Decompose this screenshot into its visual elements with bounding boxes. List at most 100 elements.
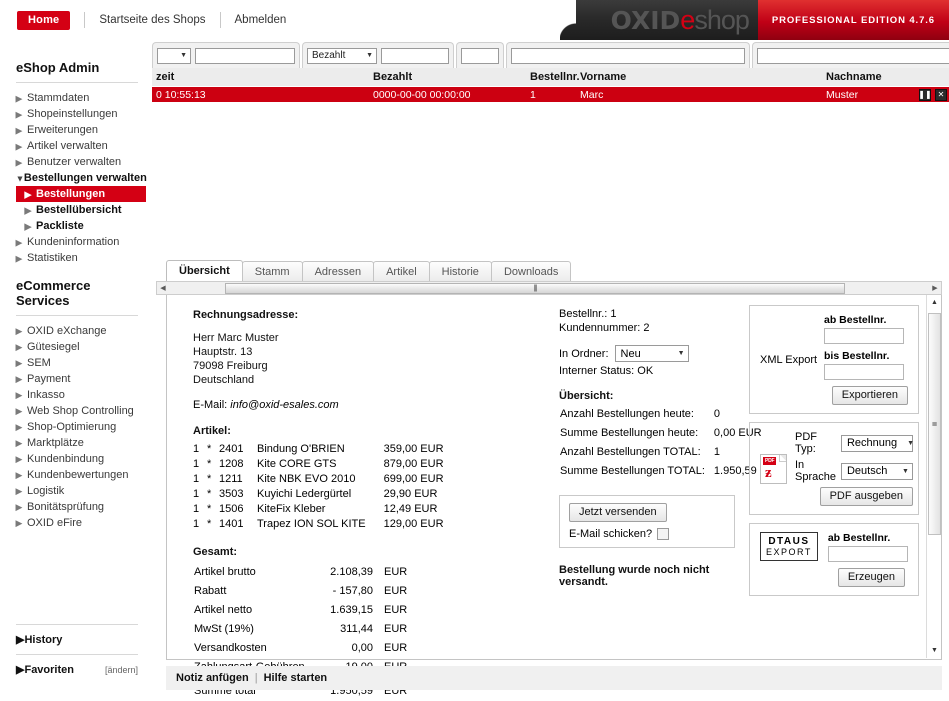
pdf-language-select[interactable]: Deutsch ▼ (840, 462, 913, 480)
tab-historie[interactable]: Historie (428, 261, 492, 282)
tab-adressen[interactable]: Adressen (301, 261, 375, 282)
sidebar-item-bestellungen[interactable]: ▶ Bestellungen (16, 186, 146, 202)
article-star: * (207, 518, 212, 530)
column-header-datetime[interactable]: zeit (156, 71, 175, 83)
sidebar-item-bestelluebersicht[interactable]: ▶ Bestellübersicht (24, 202, 138, 218)
totals-currency: EUR (384, 585, 408, 597)
pdf-output-button[interactable]: PDF ausgeben (819, 487, 913, 506)
sidebar-item-benutzer-verwalten[interactable]: ▶ Benutzer verwalten (15, 154, 138, 170)
article-price: 129,00 EUR (383, 518, 444, 530)
sidebar-item-kundenbindung[interactable]: ▶ Kundenbindung (15, 451, 138, 467)
sidebar-item-artikel-verwalten[interactable]: ▶ Artikel verwalten (15, 138, 138, 154)
sidebar-bottom: ▶ History ▶ Favoriten [ändern] (0, 616, 152, 676)
filter-cell-datetime: ▼ (152, 42, 300, 68)
close-icon[interactable]: ✕ (935, 88, 947, 101)
stats-key: Anzahl Bestellungen TOTAL: (560, 446, 701, 458)
edition-badge: PROFESSIONAL EDITION 4.7.6 (757, 0, 949, 40)
filter-paid-input[interactable] (381, 47, 449, 64)
xml-from-input[interactable] (824, 328, 904, 344)
tab-stamm[interactable]: Stamm (241, 261, 303, 282)
totals-key: Artikel netto (194, 604, 253, 616)
filter-datetime-select[interactable]: ▼ (157, 47, 191, 64)
filter-firstname-input[interactable] (511, 47, 745, 64)
sidebar-item-favoriten[interactable]: ▶ Favoriten [ändern] (16, 663, 138, 677)
article-title: Trapez ION SOL KITE (257, 518, 366, 530)
scroll-down-arrow-icon[interactable]: ▼ (931, 647, 938, 654)
chevron-right-icon: ▶ (16, 664, 25, 676)
xml-to-input[interactable] (824, 364, 904, 380)
horizontal-scrollbar[interactable]: ◀ ||| ▶ (156, 281, 942, 295)
filter-lastname-input[interactable] (757, 47, 949, 64)
tab-uebersicht[interactable]: Übersicht (166, 260, 243, 282)
sidebar-item-kundeninformation[interactable]: ▶ Kundeninformation (15, 234, 138, 250)
sidebar-item-shop-optimierung[interactable]: ▶ Shop-Optimierung (15, 419, 138, 435)
chevron-right-icon: ▶ (15, 470, 23, 480)
dtaus-generate-button[interactable]: Erzeugen (837, 568, 905, 587)
tab-downloads[interactable]: Downloads (490, 261, 572, 282)
tab-artikel[interactable]: Artikel (373, 261, 430, 282)
sidebar-item-web-shop-controlling[interactable]: ▶ Web Shop Controlling (15, 403, 138, 419)
scroll-up-arrow-icon[interactable]: ▲ (931, 299, 938, 306)
send-email-checkbox[interactable] (657, 528, 670, 540)
folder-select[interactable]: Neu ▼ (614, 345, 689, 362)
filter-ordernr-input[interactable] (461, 47, 499, 64)
billing-address-heading: Rechnungsadresse: (193, 309, 299, 321)
sidebar-item-erweiterungen[interactable]: ▶ Erweiterungen (15, 122, 138, 138)
dtaus-from-input[interactable] (827, 546, 908, 562)
send-now-button[interactable]: Jetzt versenden (569, 503, 667, 522)
filter-datetime-input[interactable] (195, 47, 295, 64)
scroll-right-arrow-icon[interactable]: ▶ (932, 285, 938, 292)
chevron-right-icon: ▶ (15, 390, 23, 400)
sidebar-item-guetesiegel[interactable]: ▶ Gütesiegel (15, 339, 138, 355)
sidebar-item-packliste[interactable]: ▶ Packliste (24, 218, 138, 234)
logout-link[interactable]: Abmelden (234, 14, 287, 26)
sidebar-item-marktplaetze[interactable]: ▶ Marktplätze (15, 435, 138, 451)
sidebar-item-bonitaetspruefung[interactable]: ▶ Bonitätsprüfung (15, 499, 138, 515)
article-star: * (207, 488, 212, 500)
horizontal-scrollbar-thumb[interactable]: ||| (225, 283, 845, 294)
sidebar-item-history[interactable]: ▶ History (16, 633, 138, 647)
article-title: Kite CORE GTS (257, 458, 337, 470)
sidebar-item-oxid-efire[interactable]: ▶ OXID eFire (15, 515, 138, 531)
sidebar-item-inkasso[interactable]: ▶ Inkasso (15, 387, 138, 403)
sidebar-item-stammdaten[interactable]: ▶ Stammdaten (15, 90, 138, 106)
totals-value: 311,44 (340, 623, 373, 635)
vertical-scrollbar-thumb[interactable]: ≣ (928, 313, 941, 535)
start-help-link[interactable]: Hilfe starten (263, 672, 328, 684)
pdf-type-select[interactable]: Rechnung ▼ (840, 434, 914, 452)
chevron-right-icon: ▶ (15, 141, 23, 151)
sidebar-item-sem[interactable]: ▶ SEM (15, 355, 138, 371)
shop-startpage-link[interactable]: Startseite des Shops (99, 14, 206, 26)
chevron-right-icon: ▶ (15, 237, 23, 247)
sidebar-item-kundenbewertungen[interactable]: ▶ Kundenbewertungen (15, 467, 138, 483)
scroll-left-arrow-icon[interactable]: ◀ (160, 285, 166, 292)
favorites-edit-link[interactable]: [ändern] (104, 664, 138, 675)
add-note-link[interactable]: Notiz anfügen (176, 672, 249, 684)
column-header-lastname[interactable]: Nachname (826, 71, 882, 83)
vertical-scrollbar[interactable]: ▲ ≣ ▼ (926, 295, 941, 658)
sidebar-item-statistiken[interactable]: ▶ Statistiken (15, 250, 138, 266)
column-header-firstname[interactable]: Vorname (580, 71, 627, 83)
pdf-language-value: Deutsch (846, 465, 888, 477)
sidebar-item-shopeinstellungen[interactable]: ▶ Shopeinstellungen (15, 106, 138, 122)
chevron-right-icon: ▶ (15, 326, 23, 336)
sidebar-item-payment[interactable]: ▶ Payment (15, 371, 138, 387)
chevron-right-icon: ▶ (15, 93, 23, 103)
pause-icon[interactable]: ❚❚ (918, 88, 932, 101)
order-list-row-selected[interactable]: 0 10:55:13 0000-00-00 00:00:00 1 Marc Mu… (152, 87, 949, 102)
xml-export-button[interactable]: Exportieren (831, 386, 908, 405)
column-header-ordernr[interactable]: Bestellnr. (530, 71, 580, 83)
totals-key: Versandkosten (194, 642, 267, 654)
sidebar: eShop Admin ▶ Stammdaten ▶ Shopeinstellu… (0, 40, 152, 682)
sidebar-item-oxid-exchange[interactable]: ▶ OXID eXchange (15, 323, 138, 339)
sidebar-item-logistik[interactable]: ▶ Logistik (15, 483, 138, 499)
sidebar-item-label: Kundenbindung (27, 453, 105, 465)
email-value[interactable]: info@oxid-esales.com (230, 399, 339, 411)
page-fold-icon (779, 454, 786, 462)
sidebar-item-bestellungen-verwalten[interactable]: ▼ Bestellungen verwalten (16, 170, 147, 186)
cell-ordernr: 1 (530, 88, 536, 101)
sidebar-heading-admin: eShop Admin (16, 60, 100, 75)
column-header-paid[interactable]: Bezahlt (373, 71, 413, 83)
home-button[interactable]: Home (17, 10, 71, 30)
filter-paid-select[interactable]: Bezahlt ▼ (307, 47, 377, 64)
